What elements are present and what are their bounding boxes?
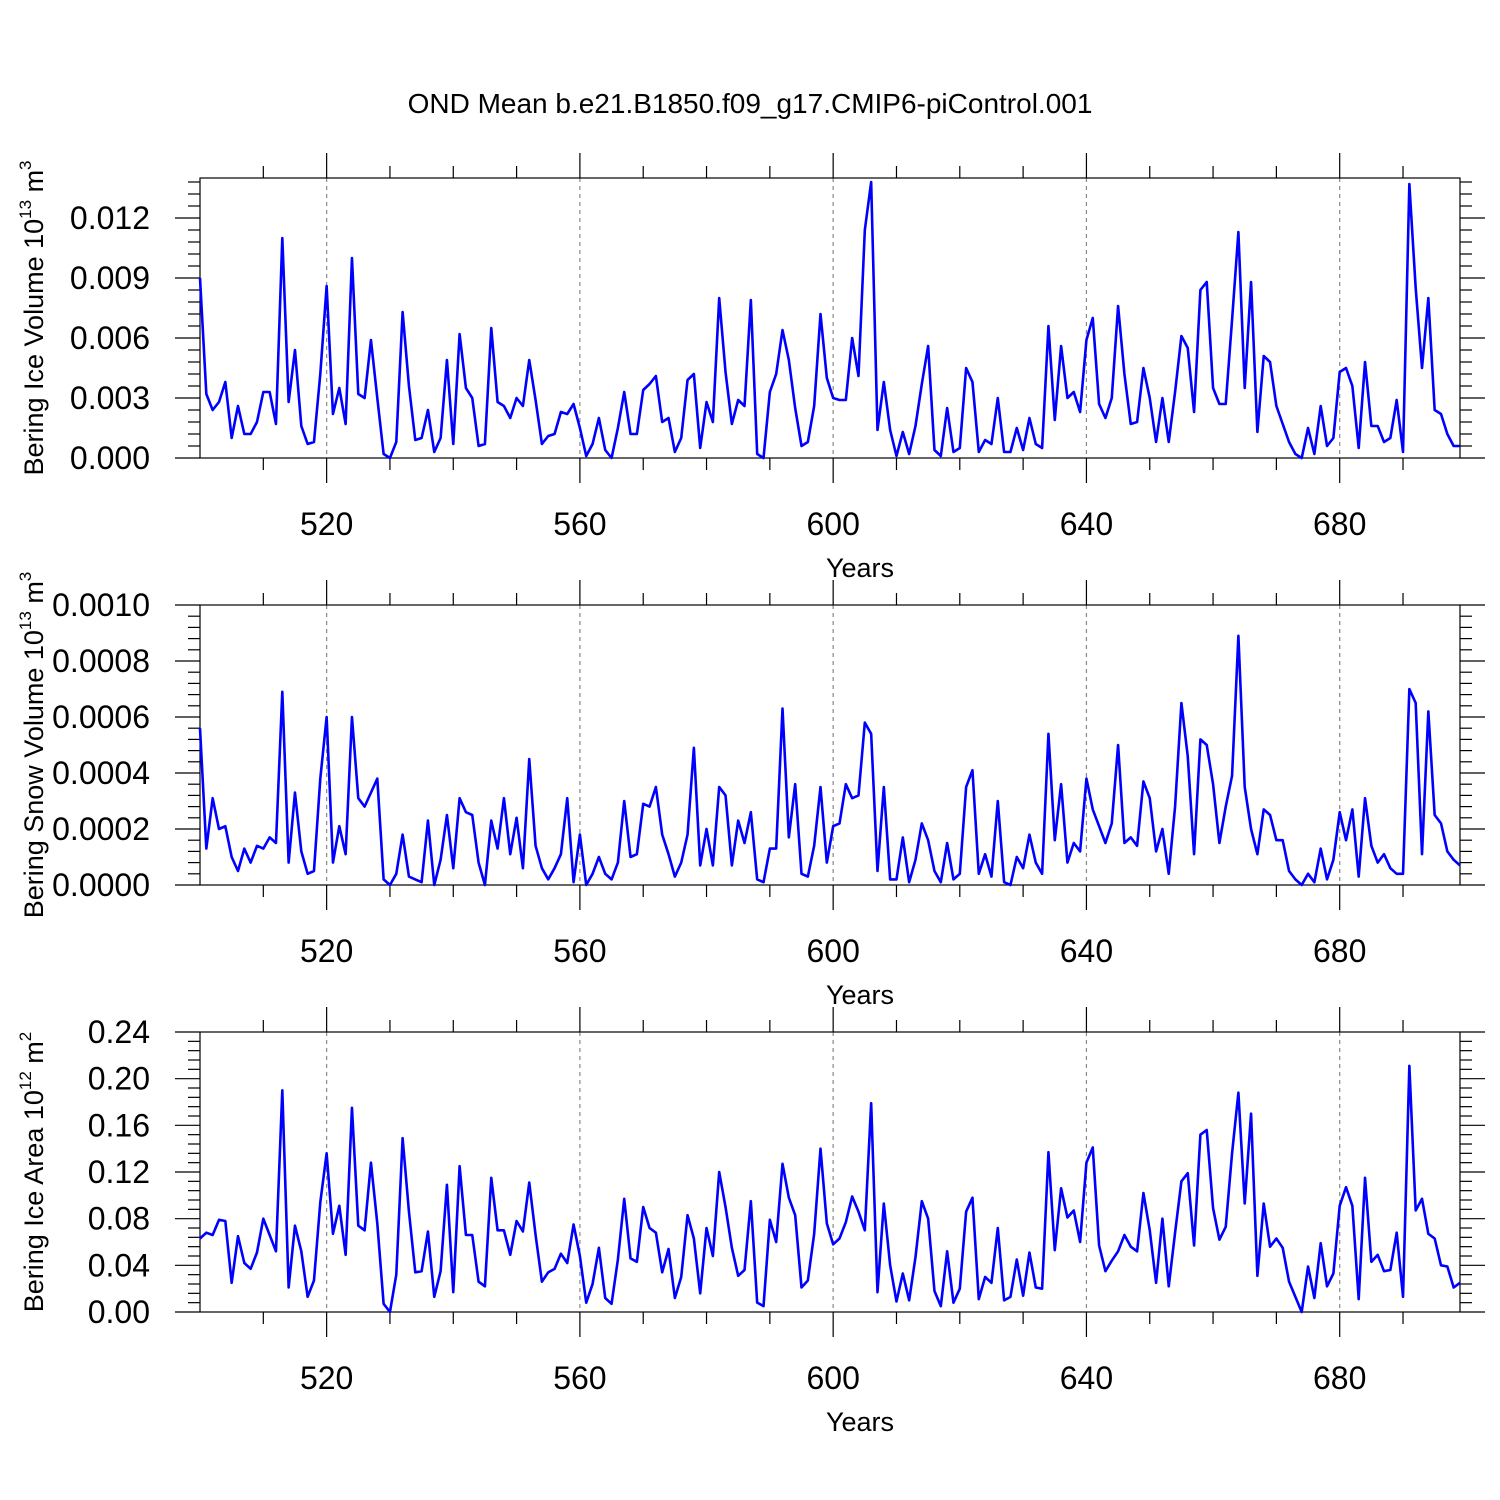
figure-title: OND Mean b.e21.B1850.f09_g17.CMIP6-piCon…	[408, 88, 1093, 119]
x-tick-label: 680	[1313, 1360, 1366, 1396]
x-tick-label: 640	[1060, 506, 1113, 542]
x-tick-label: 600	[806, 933, 859, 969]
x-tick-label: 520	[300, 506, 353, 542]
x-tick-label: 560	[553, 506, 606, 542]
y-tick-label: 0.16	[88, 1107, 150, 1143]
x-axis-label: Years	[826, 1407, 894, 1437]
y-tick-label: 0.012	[70, 200, 150, 236]
y-tick-label: 0.00	[88, 1294, 150, 1330]
series-line	[198, 634, 1461, 887]
y-tick-label: 0.24	[88, 1014, 150, 1050]
x-axis-label: Years	[826, 980, 894, 1010]
y-axis-label: Bering Snow Volume 1013 m3	[16, 572, 49, 919]
y-tick-label: 0.0000	[52, 867, 150, 903]
x-tick-label: 520	[300, 933, 353, 969]
y-tick-label: 0.0010	[52, 587, 150, 623]
y-tick-label: 0.003	[70, 380, 150, 416]
y-tick-label: 0.0008	[52, 643, 150, 679]
y-tick-label: 0.009	[70, 260, 150, 296]
series-line	[198, 180, 1460, 460]
x-tick-label: 640	[1060, 1360, 1113, 1396]
panels-container: 520 560 600 640 680 0.000 0.003 0.006 0.009 0.012…	[16, 153, 1485, 1437]
y-tick-label: 0.0002	[52, 811, 150, 847]
y-tick-label: 0.20	[88, 1061, 150, 1097]
y-tick-label: 0.006	[70, 320, 150, 356]
chart-panel-2: 520 560 600 640 680 0.0000 0.0002 0.0004 0.0006 0…	[16, 572, 1485, 1010]
y-tick-label: 0.0004	[52, 755, 150, 791]
y-tick-label: 0.08	[88, 1201, 150, 1237]
y-axis-label: Bering Ice Area 1012 m2	[16, 1032, 49, 1313]
y-tick-label: 0.0006	[52, 699, 150, 735]
x-tick-label: 640	[1060, 933, 1113, 969]
x-tick-label: 680	[1313, 933, 1366, 969]
x-tick-label: 680	[1313, 506, 1366, 542]
chart-panel-1: 520 560 600 640 680 0.000 0.003 0.006 0.009 0.012…	[16, 153, 1485, 583]
y-tick-label: 0.12	[88, 1154, 150, 1190]
x-tick-label: 520	[300, 1360, 353, 1396]
x-tick-label: 560	[553, 1360, 606, 1396]
y-axis-label: Bering Ice Volume 1013 m3	[16, 160, 49, 475]
x-tick-label: 600	[806, 506, 859, 542]
chart-panel-3: 520 560 600 640 680 0.00 0.04 0.08 0.12 0.16 0.20 0…	[16, 1007, 1485, 1437]
plot-frame	[199, 177, 1461, 459]
y-tick-label: 0.04	[88, 1247, 150, 1283]
y-tick-label: 0.000	[70, 440, 150, 476]
series-line	[199, 1064, 1461, 1314]
x-axis-label: Years	[826, 553, 894, 583]
x-tick-label: 600	[806, 1360, 859, 1396]
x-tick-label: 560	[553, 933, 606, 969]
